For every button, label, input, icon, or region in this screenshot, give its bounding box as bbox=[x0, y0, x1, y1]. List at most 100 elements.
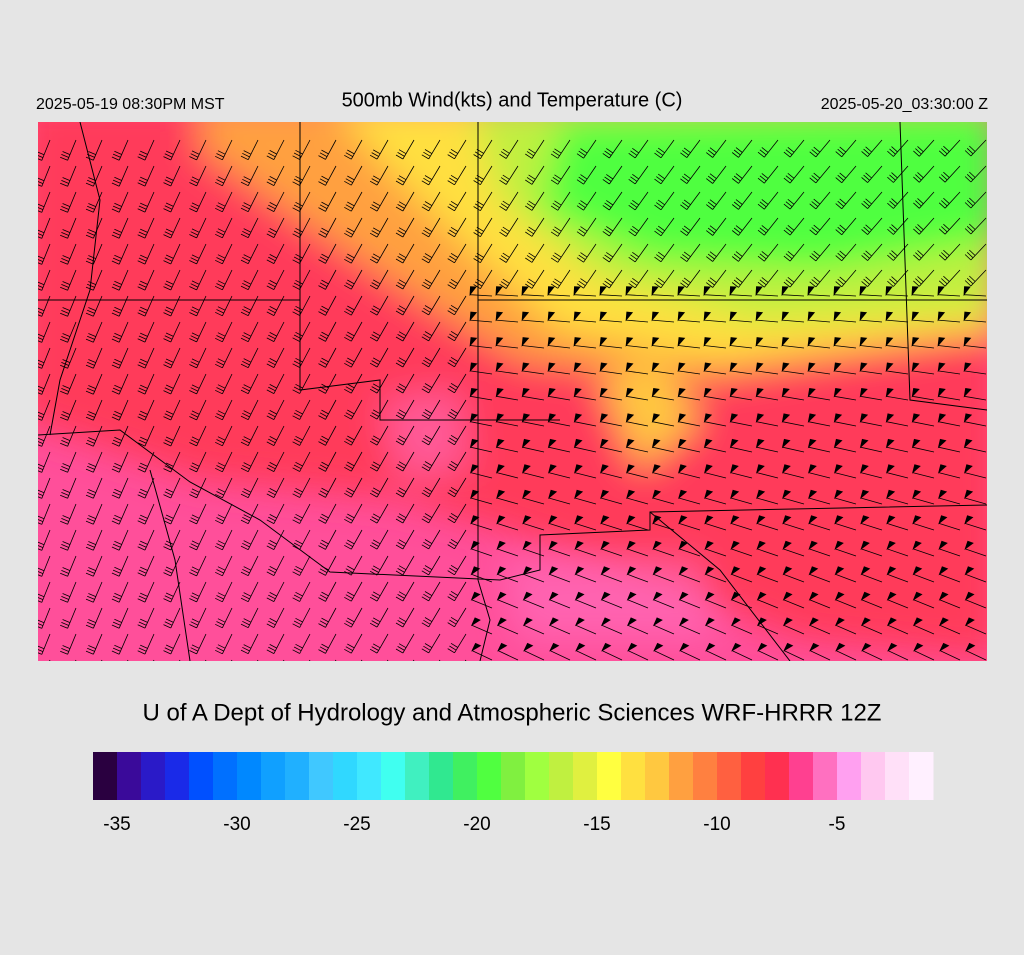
wind-barb bbox=[266, 243, 285, 264]
wind-barb bbox=[395, 581, 415, 602]
wind-barb bbox=[292, 503, 311, 524]
wind-barb bbox=[680, 191, 701, 210]
wind-barb bbox=[421, 321, 441, 342]
wind-barb bbox=[706, 243, 727, 262]
wind-barb bbox=[395, 217, 415, 238]
wind-barb bbox=[189, 191, 207, 213]
colorbar-swatch bbox=[789, 752, 814, 800]
wind-barb bbox=[885, 311, 909, 323]
wind-barb bbox=[344, 399, 363, 420]
wind-barb bbox=[547, 413, 571, 427]
wind-barb bbox=[60, 373, 77, 395]
wind-barb bbox=[38, 581, 51, 603]
wind-barb bbox=[153, 659, 155, 661]
wind-barb bbox=[266, 529, 285, 550]
wind-barb bbox=[680, 269, 701, 288]
wind-barb bbox=[292, 243, 311, 264]
wind-barb bbox=[395, 451, 415, 472]
wind-barb bbox=[137, 555, 155, 577]
wind-barb bbox=[215, 373, 233, 395]
wind-barb bbox=[38, 633, 51, 655]
wind-barb bbox=[60, 503, 77, 525]
wind-barb bbox=[137, 607, 155, 629]
wind-barb bbox=[628, 139, 649, 159]
wind-barb bbox=[163, 139, 181, 161]
wind-barb bbox=[369, 581, 389, 602]
wind-barb bbox=[318, 373, 337, 394]
wind-barb bbox=[730, 515, 753, 531]
wind-barb bbox=[473, 139, 493, 160]
wind-barb bbox=[755, 438, 779, 453]
wind-barb bbox=[495, 438, 519, 453]
colorbar-swatch bbox=[453, 752, 478, 800]
wind-barb bbox=[215, 243, 233, 265]
wind-barb bbox=[469, 286, 493, 297]
wind-barb bbox=[344, 581, 363, 602]
colorbar-swatch bbox=[333, 752, 358, 800]
wind-barb bbox=[137, 295, 155, 317]
wind-barb bbox=[137, 373, 155, 395]
wind-barb bbox=[547, 438, 571, 453]
wind-barb bbox=[963, 311, 987, 323]
wind-barb bbox=[859, 286, 883, 297]
wind-barb bbox=[447, 217, 467, 238]
wind-barb bbox=[809, 217, 831, 236]
wind-barb bbox=[344, 451, 363, 472]
wind-barb bbox=[703, 438, 727, 453]
wind-barb bbox=[808, 566, 831, 583]
wind-barb bbox=[395, 633, 415, 654]
wind-barb bbox=[318, 529, 337, 550]
colorbar-tick-label: -15 bbox=[583, 814, 610, 835]
wind-barb bbox=[85, 217, 103, 239]
wind-barb bbox=[680, 139, 701, 158]
wind-barb bbox=[963, 337, 987, 349]
wind-barb bbox=[651, 362, 675, 375]
wind-barb bbox=[447, 321, 467, 342]
wind-barb bbox=[859, 387, 883, 401]
wind-barb bbox=[523, 642, 545, 661]
footer-credit: U of A Dept of Hydrology and Atmospheric… bbox=[143, 699, 882, 726]
wind-barb bbox=[395, 165, 415, 186]
wind-barb bbox=[602, 217, 623, 237]
colorbar-swatch bbox=[405, 752, 430, 800]
wind-barb bbox=[573, 464, 597, 479]
wind-barb bbox=[447, 581, 467, 602]
wind-barb bbox=[729, 438, 753, 453]
wind-barb bbox=[885, 438, 909, 453]
wind-barb bbox=[189, 399, 207, 421]
wind-barb bbox=[85, 165, 103, 187]
wind-barb bbox=[240, 529, 259, 551]
wind-barb bbox=[964, 566, 987, 583]
wind-barb bbox=[677, 438, 701, 453]
wind-barb bbox=[137, 399, 155, 421]
wind-barb bbox=[470, 515, 493, 531]
wind-barb bbox=[547, 337, 571, 349]
colorbar-swatch bbox=[117, 752, 142, 800]
wind-barb bbox=[60, 295, 77, 317]
wind-barb bbox=[240, 607, 259, 629]
wind-barb bbox=[421, 425, 441, 446]
wind-barb bbox=[318, 425, 337, 446]
wind-barb bbox=[574, 566, 597, 583]
wind-barb bbox=[447, 243, 467, 264]
wind-barb bbox=[678, 617, 701, 635]
wind-barb bbox=[550, 139, 571, 159]
wind-barb bbox=[937, 438, 961, 453]
wind-barb bbox=[189, 607, 207, 629]
wind-barb bbox=[38, 425, 51, 447]
wind-barb bbox=[861, 243, 883, 261]
wind-barb bbox=[163, 425, 181, 447]
wind-barb bbox=[344, 425, 363, 446]
wind-barb bbox=[755, 413, 779, 427]
colorbar-swatch bbox=[645, 752, 670, 800]
wind-barb bbox=[964, 540, 987, 557]
wind-barb bbox=[395, 399, 415, 420]
wind-barb bbox=[626, 489, 649, 505]
wind-barb bbox=[163, 633, 181, 655]
wind-barb bbox=[885, 286, 909, 297]
wind-barb bbox=[189, 269, 207, 291]
wind-barb bbox=[783, 139, 805, 158]
colorbar-swatch bbox=[885, 752, 910, 800]
wind-barb bbox=[964, 515, 987, 531]
wind-barb bbox=[729, 337, 753, 349]
